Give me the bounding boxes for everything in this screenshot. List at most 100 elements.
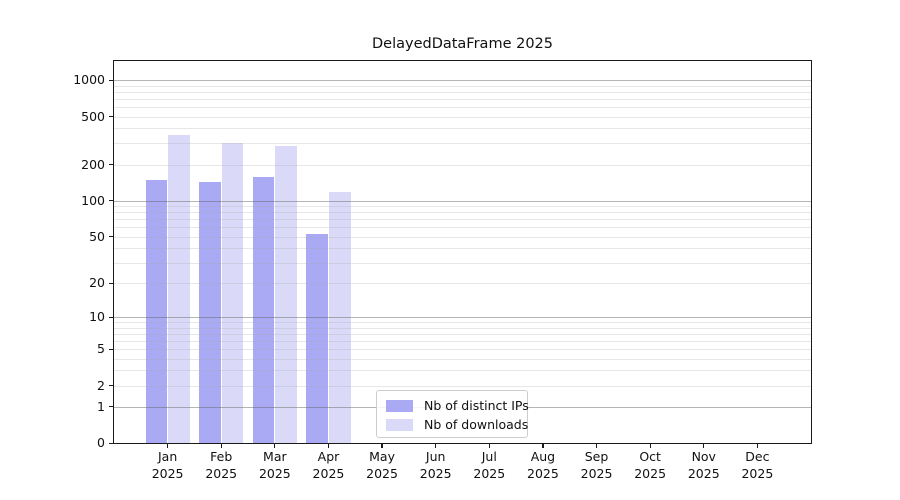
gridline-minor: [114, 358, 811, 360]
gridline-minor: [114, 98, 811, 100]
x-tick-mark: [756, 443, 758, 449]
gridline-minor: [114, 283, 811, 285]
gridline-minor: [114, 322, 811, 324]
x-tick-year: 2025: [580, 465, 613, 481]
y-tick-label: 500: [81, 108, 105, 124]
x-tick-mark: [595, 443, 598, 449]
x-tick-label: Oct 2025: [624, 449, 676, 482]
y-tick-mark: [109, 406, 114, 408]
x-tick-month: May: [369, 449, 395, 465]
x-tick-month: Apr: [317, 449, 340, 465]
gridline-minor: [114, 327, 811, 329]
gridline-minor: [114, 236, 811, 238]
gridline-minor: [114, 349, 811, 351]
x-tick-month: Feb: [210, 449, 233, 465]
y-tick-mark: [109, 282, 114, 284]
legend: Nb of distinct IPs Nb of downloads: [376, 390, 529, 438]
gridline-minor: [114, 248, 811, 250]
x-tick-label: Nov 2025: [678, 449, 730, 482]
y-tick-label: 100: [81, 192, 105, 208]
bar-distinct-ips: [199, 182, 221, 444]
x-tick-month: Jan: [157, 449, 178, 465]
y-tick-label: 50: [89, 228, 105, 244]
y-tick-mark: [109, 348, 114, 350]
x-tick-mark: [381, 443, 383, 449]
x-tick-year: 2025: [312, 465, 345, 481]
x-tick-label: Jun 2025: [410, 449, 462, 482]
y-tick-label: 2: [97, 377, 105, 393]
x-tick-year: 2025: [258, 465, 291, 481]
y-tick-mark: [109, 200, 114, 202]
x-tick-label: Feb 2025: [195, 449, 247, 482]
gridline-major: [114, 317, 811, 319]
x-tick-mark: [327, 443, 330, 449]
gridline-minor: [114, 370, 811, 372]
x-tick-mark: [649, 443, 651, 449]
x-tick-mark: [167, 443, 169, 449]
gridline-minor: [114, 143, 811, 145]
x-tick-month: Dec: [745, 449, 770, 465]
x-tick-mark: [220, 443, 222, 449]
y-tick-label: 200: [81, 156, 105, 172]
y-tick-mark: [109, 442, 114, 444]
x-tick-mark: [542, 443, 544, 449]
gridline-minor: [114, 107, 811, 109]
y-tick-label: 1000: [73, 72, 105, 88]
x-tick-month: Sep: [584, 449, 609, 465]
gridline-minor: [114, 385, 811, 387]
bar-downloads: [275, 146, 297, 444]
x-tick-label: Mar 2025: [249, 449, 301, 482]
y-tick-label: 10: [89, 309, 105, 325]
x-tick-year: 2025: [419, 465, 452, 481]
y-tick-mark: [109, 116, 114, 118]
gridline-major: [114, 200, 811, 202]
legend-swatch-downloads: [386, 418, 413, 431]
gridline-minor: [114, 91, 811, 93]
legend-swatch-distinct-ips: [386, 399, 413, 412]
x-tick-label: Jan 2025: [142, 449, 194, 482]
x-tick-month: Oct: [639, 449, 661, 465]
y-tick-mark: [109, 79, 114, 81]
bar-downloads: [221, 143, 244, 444]
gridline-minor: [114, 212, 811, 214]
y-tick-mark: [109, 316, 114, 318]
x-tick-year: 2025: [687, 465, 720, 481]
y-tick-label: 1: [97, 398, 105, 414]
x-tick-label: Dec 2025: [731, 449, 783, 482]
bar-distinct-ips: [252, 176, 275, 444]
legend-label-distinct-ips: Nb of distinct IPs: [424, 398, 529, 413]
x-tick-label: Sep 2025: [571, 449, 623, 482]
gridline-minor: [114, 219, 811, 221]
x-tick-year: 2025: [741, 465, 774, 481]
x-tick-label: Jul 2025: [463, 449, 515, 482]
legend-row-downloads: Nb of downloads: [377, 415, 529, 434]
bar-distinct-ips: [306, 233, 328, 444]
y-tick-mark: [109, 164, 114, 166]
x-tick-label: Aug 2025: [517, 449, 569, 482]
y-tick-mark: [109, 384, 114, 387]
bar-distinct-ips: [145, 179, 167, 444]
gridline-major: [114, 80, 811, 82]
x-tick-month: Mar: [263, 449, 287, 465]
x-tick-month: Aug: [530, 449, 556, 465]
gridline-minor: [114, 116, 811, 118]
x-tick-year: 2025: [634, 465, 667, 481]
y-tick-label: 0: [97, 435, 105, 451]
gridline-minor: [114, 262, 811, 264]
y-tick-mark: [109, 236, 114, 238]
x-tick-month: Nov: [691, 449, 716, 465]
bar-downloads: [329, 192, 351, 444]
x-tick-label: Apr 2025: [302, 449, 354, 482]
gridline-minor: [114, 334, 811, 336]
x-tick-mark: [435, 443, 437, 449]
x-tick-year: 2025: [151, 465, 184, 481]
gridline-minor: [114, 164, 811, 166]
x-tick-month: Jul: [481, 449, 497, 465]
gridline-minor: [114, 227, 811, 229]
gridline-minor: [114, 85, 811, 87]
legend-label-downloads: Nb of downloads: [424, 417, 529, 432]
y-tick-label: 20: [89, 275, 105, 291]
y-tick-label: 5: [97, 341, 105, 357]
x-tick-mark: [274, 443, 276, 449]
